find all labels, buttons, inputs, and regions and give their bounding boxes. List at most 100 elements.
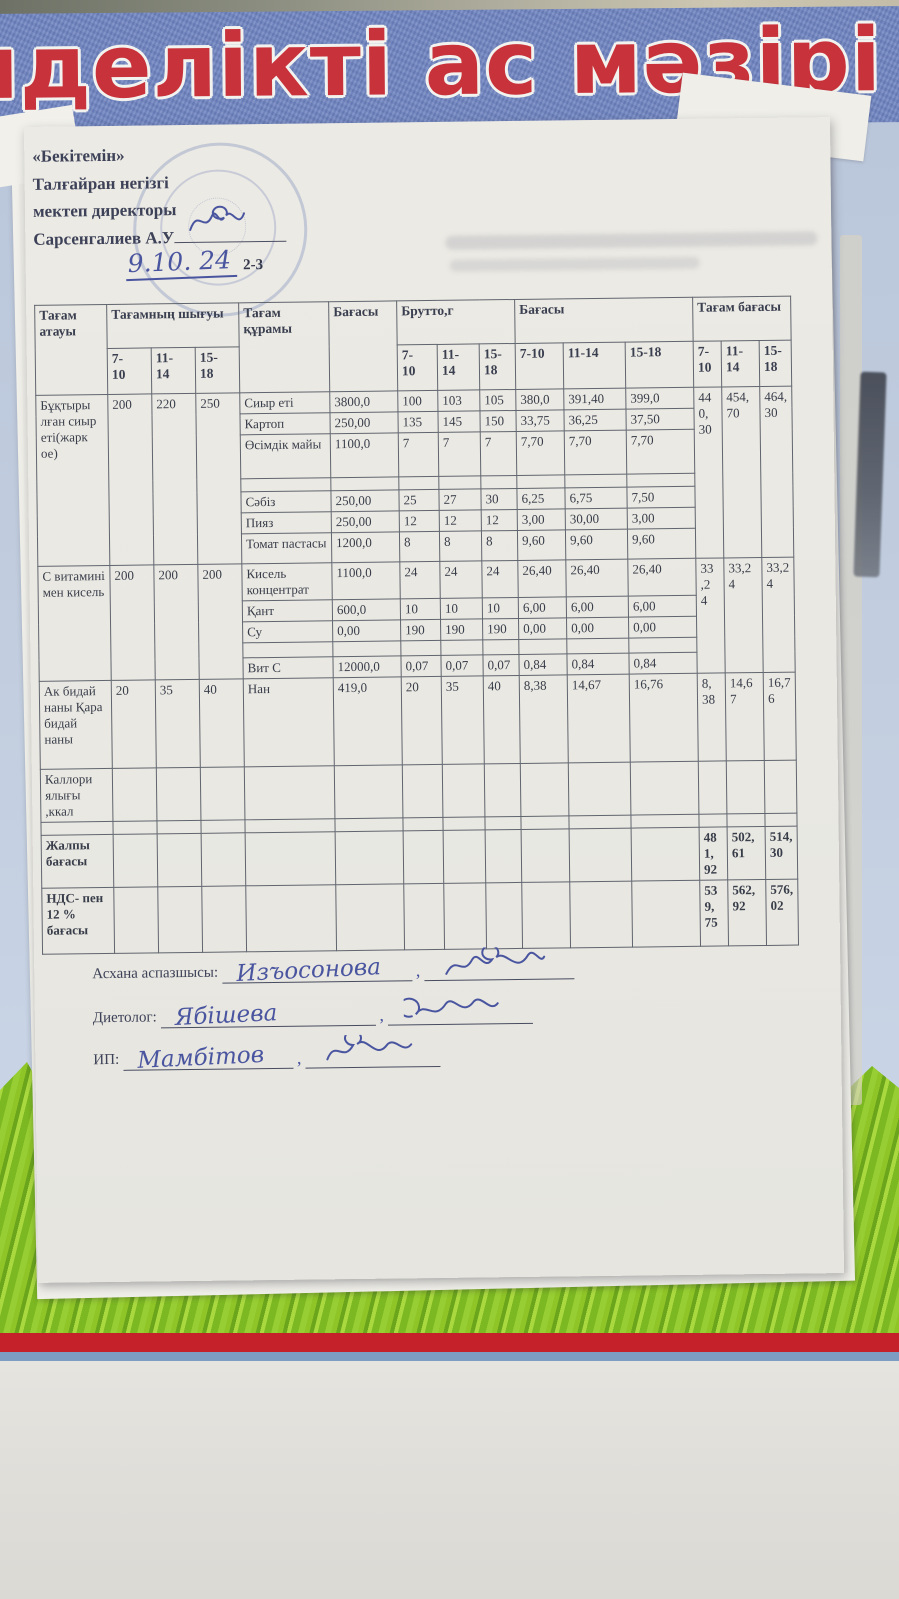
dish3-price-total-cell: 14,6 7 [725,672,765,761]
empty-cell [764,813,798,827]
empty-cell [482,639,519,655]
empty-cell [516,474,565,489]
entrepreneur-signature-line [305,1034,441,1069]
empty-cell [113,886,159,954]
cost-cell: 26,40 [565,559,629,597]
age-col-7-10: 7-10 [515,342,564,390]
brutto-cell: 135 [397,411,439,433]
cost-cell: 0,00 [628,616,697,639]
cost-cell: 3,00 [517,508,566,531]
brutto-cell: 103 [437,389,480,412]
empty-cell [521,828,570,883]
cost-cell: 380,0 [515,388,564,411]
vat-value-cell: 53 9, 75 [699,879,729,947]
age-col-15-18: 15- 18 [759,340,792,387]
cook-signature-row: Асхана аспазшысы: Изъосонова , [92,946,575,987]
brutto-cell: 190 [400,619,441,641]
empty-cell [334,817,404,832]
brutto-cell: 105 [479,389,516,411]
cost-cell: 8,38 [519,674,569,764]
price-cell: 12000,0 [332,655,402,678]
empty-cell [484,816,522,830]
cost-cell: 7,70 [626,429,695,475]
brutto-cell: 27 [438,488,482,511]
cost-cell: 30,00 [565,508,628,530]
cook-handwritten-name: Изъосонова [235,954,381,987]
dish3-out-cell: 20 [111,679,157,769]
empty-cell [113,833,158,888]
dish2-out-cell: 200 [153,564,200,680]
brutto-cell: 150 [479,410,517,432]
brutto-cell: 24 [439,560,483,599]
vat-value-cell: 562, 92 [727,879,767,946]
empty-cell [631,880,701,948]
cost-cell: 14,67 [567,674,631,763]
dish1-price-total-cell: 440, 30 [693,386,724,559]
cost-cell: 6,00 [628,595,697,618]
ingredient-name-cell: Томат пастасы [241,532,332,564]
vat-value-cell: 576, 02 [765,879,799,946]
price-cell: 600,0 [332,598,401,621]
entrepreneur-signature-row: ИП: Мамбітов , [93,1034,441,1074]
dish2-price-total-cell: 33,2 4 [761,557,796,673]
price-cell: 250,00 [331,510,400,533]
cook-label: Асхана аспазшысы: [92,964,219,983]
empty-cell [442,816,486,831]
empty-cell [40,821,114,836]
empty-cell [485,829,522,883]
ingredient-name-cell: Пияз [241,511,332,534]
empty-cell [484,763,521,817]
empty-cell [485,882,523,949]
empty-cell [569,881,633,948]
empty-cell [726,760,765,814]
empty-cell [402,817,444,831]
empty-cell [438,475,481,490]
brutto-cell: 24 [399,561,441,599]
empty-cell [564,474,627,488]
empty-cell [335,830,404,885]
empty-cell [520,815,570,830]
brutto-cell: 8 [481,530,518,561]
cost-cell: 16,76 [629,673,699,763]
empty-cell [244,765,335,820]
brutto-cell: 40 [483,675,521,764]
total-label-cell: Жалпы бағасы [41,834,114,889]
dish3-out-cell: 40 [199,678,245,768]
empty-cell [403,830,444,884]
empty-cell [242,641,333,658]
brutto-cell: 10 [400,598,441,620]
cook-signature [445,946,546,975]
bleed-through-smudge [449,256,700,272]
empty-cell [566,638,629,654]
empty-cell [568,762,631,816]
brutto-cell: 30 [480,488,518,510]
empty-cell [630,761,699,816]
entrepreneur-handwritten-name: Мамбітов [136,1041,265,1074]
brutto-cell: 145 [437,410,481,433]
poster-blue-stripe [0,1352,899,1361]
cost-cell: 9,60 [627,528,696,560]
cost-cell: 6,75 [564,487,628,509]
total-value-cell: 514, 30 [765,826,798,880]
cost-cell: 7,50 [626,486,696,509]
dish1-name-cell: Бұқтыры лған сиыр еті(жарк ое) [35,394,110,567]
approval-line1: «Бекітемін» [32,145,125,166]
total-value-cell: 502, 61 [727,826,766,880]
approval-line2: Талғайран негізгі [32,172,169,194]
ingredient-name-cell: Сиыр еті [239,391,330,414]
empty-cell [521,881,571,949]
brutto-cell: 7 [398,432,439,477]
brutto-cell: 8 [439,530,482,562]
empty-cell [568,815,632,829]
ingredient-name-cell: Су [242,620,333,643]
empty-cell [626,473,695,488]
empty-cell [245,884,337,952]
dish2-out-cell: 200 [109,564,156,681]
cost-cell: 399,0 [625,387,694,410]
col-header-brutto: Брутто,г [396,299,516,345]
cost-cell: 0,84 [566,653,630,675]
dietitian-name-line: Ябішева [160,994,376,1031]
bleed-through-smudge [445,231,818,250]
cost-cell: 6,00 [566,596,629,618]
